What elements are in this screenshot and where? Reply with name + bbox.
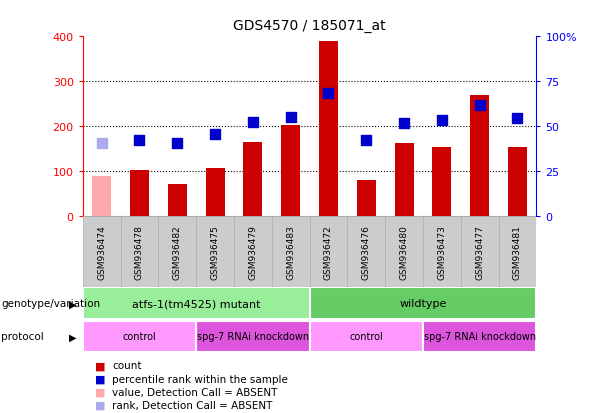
Bar bbox=[470, 95, 489, 217]
Text: value, Detection Call = ABSENT: value, Detection Call = ABSENT bbox=[112, 387, 278, 397]
Text: GSM936477: GSM936477 bbox=[475, 225, 484, 279]
Text: protocol: protocol bbox=[1, 332, 44, 342]
Bar bbox=[83, 321, 196, 352]
Title: GDS4570 / 185071_at: GDS4570 / 185071_at bbox=[234, 19, 386, 33]
Bar bbox=[83, 288, 310, 319]
Text: ■: ■ bbox=[95, 374, 105, 384]
Text: wildtype: wildtype bbox=[399, 299, 447, 309]
Point bbox=[324, 90, 333, 97]
Point bbox=[97, 141, 107, 147]
Text: GSM936479: GSM936479 bbox=[248, 225, 257, 279]
Bar bbox=[168, 185, 187, 217]
Text: GSM936481: GSM936481 bbox=[513, 225, 522, 279]
Text: percentile rank within the sample: percentile rank within the sample bbox=[112, 374, 288, 384]
Text: GSM936475: GSM936475 bbox=[210, 225, 219, 279]
Bar bbox=[130, 171, 149, 217]
Bar bbox=[395, 144, 414, 217]
Text: ▶: ▶ bbox=[69, 299, 77, 309]
Bar bbox=[310, 288, 536, 319]
Text: GSM936474: GSM936474 bbox=[97, 225, 106, 279]
Text: control: control bbox=[123, 332, 156, 342]
Bar bbox=[319, 42, 338, 217]
Text: count: count bbox=[112, 361, 142, 370]
Text: GSM936480: GSM936480 bbox=[400, 225, 409, 279]
Text: GSM936483: GSM936483 bbox=[286, 225, 295, 279]
Text: GSM936478: GSM936478 bbox=[135, 225, 144, 279]
Bar bbox=[508, 148, 527, 217]
Bar bbox=[196, 321, 310, 352]
Text: GSM936476: GSM936476 bbox=[362, 225, 371, 279]
Bar bbox=[357, 181, 376, 217]
Text: GSM936472: GSM936472 bbox=[324, 225, 333, 279]
Bar bbox=[205, 169, 224, 217]
Text: spg-7 RNAi knockdown: spg-7 RNAi knockdown bbox=[197, 332, 309, 342]
Bar bbox=[432, 148, 451, 217]
Point bbox=[399, 120, 409, 127]
Text: control: control bbox=[349, 332, 383, 342]
Text: GSM936473: GSM936473 bbox=[437, 225, 446, 279]
Bar bbox=[281, 126, 300, 217]
Text: ■: ■ bbox=[95, 400, 105, 410]
Text: genotype/variation: genotype/variation bbox=[1, 299, 101, 309]
Point bbox=[134, 137, 145, 144]
Text: ■: ■ bbox=[95, 387, 105, 397]
Text: ■: ■ bbox=[95, 361, 105, 370]
Text: GSM936482: GSM936482 bbox=[173, 225, 182, 279]
Point bbox=[475, 102, 485, 109]
Bar bbox=[243, 143, 262, 217]
Text: ▶: ▶ bbox=[69, 332, 77, 342]
Bar bbox=[92, 176, 111, 217]
Point bbox=[210, 132, 220, 138]
Point bbox=[172, 140, 182, 147]
Point bbox=[361, 137, 371, 144]
Bar bbox=[423, 321, 536, 352]
Point bbox=[437, 118, 447, 124]
Point bbox=[286, 115, 295, 121]
Text: spg-7 RNAi knockdown: spg-7 RNAi knockdown bbox=[424, 332, 536, 342]
Text: atfs-1(tm4525) mutant: atfs-1(tm4525) mutant bbox=[132, 299, 261, 309]
Point bbox=[248, 119, 257, 126]
Text: rank, Detection Call = ABSENT: rank, Detection Call = ABSENT bbox=[112, 400, 273, 410]
Bar bbox=[310, 321, 423, 352]
Point bbox=[512, 116, 522, 122]
